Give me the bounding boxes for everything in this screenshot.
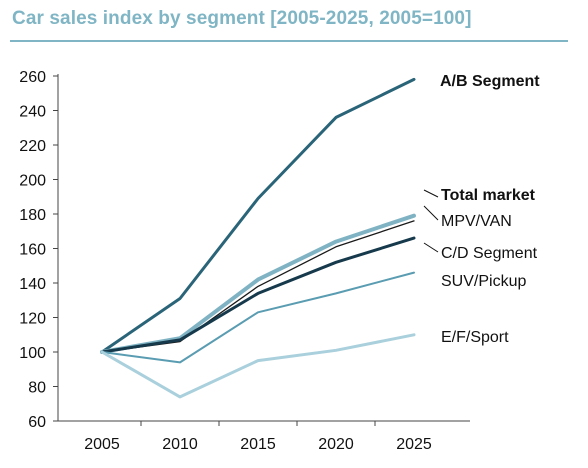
series-label-c-d-segment: C/D Segment bbox=[441, 245, 538, 262]
series-label-e-f-sport: E/F/Sport bbox=[441, 329, 509, 346]
y-tick-label: 240 bbox=[19, 104, 46, 121]
series-line-e-f-sport bbox=[100, 333, 416, 399]
y-tick-label: 180 bbox=[19, 207, 46, 224]
x-tick-label: 2020 bbox=[318, 436, 354, 453]
y-tick-label: 80 bbox=[28, 380, 46, 397]
y-tick-label: 160 bbox=[19, 242, 46, 259]
x-tick-label: 2005 bbox=[84, 436, 120, 453]
x-tick-label: 2010 bbox=[162, 436, 198, 453]
x-axis-ticks: 2005 2010 2015 2020 2025 bbox=[84, 421, 432, 453]
series-labels: A/B Segment Total market MPV/VAN C/D Segmen… bbox=[423, 73, 540, 346]
y-tick-label: 120 bbox=[19, 311, 46, 328]
y-tick-label: 60 bbox=[28, 414, 46, 431]
x-tick-label: 2025 bbox=[396, 436, 432, 453]
leader-line-total-market bbox=[423, 189, 439, 198]
series-line-suv-pickup bbox=[101, 271, 415, 364]
series-line-c-d-segment bbox=[100, 236, 416, 354]
x-tick-label: 2015 bbox=[240, 436, 276, 453]
series-label-total-market: Total market bbox=[441, 187, 536, 204]
y-tick-label: 140 bbox=[19, 276, 46, 293]
y-tick-label: 200 bbox=[19, 173, 46, 190]
y-tick-label: 100 bbox=[19, 345, 46, 362]
leader-line-mpv-van bbox=[423, 205, 439, 221]
title-divider bbox=[10, 40, 568, 42]
chart-title: Car sales index by segment [2005-2025, 2… bbox=[12, 8, 472, 29]
y-axis-ticks: 60 80 100 120 140 160 180 200 220 240 260 bbox=[19, 69, 58, 431]
series-lines bbox=[100, 77, 416, 399]
series-label-a-b-segment: A/B Segment bbox=[440, 73, 540, 90]
series-line-a-b-segment bbox=[100, 77, 416, 354]
series-label-suv-pickup: SUV/Pickup bbox=[441, 273, 526, 290]
axes bbox=[57, 74, 470, 422]
y-tick-label: 220 bbox=[19, 138, 46, 155]
leader-line-c-d-segment bbox=[423, 242, 439, 253]
series-label-mpv-van: MPV/VAN bbox=[441, 213, 512, 230]
y-tick-label: 260 bbox=[19, 69, 46, 86]
